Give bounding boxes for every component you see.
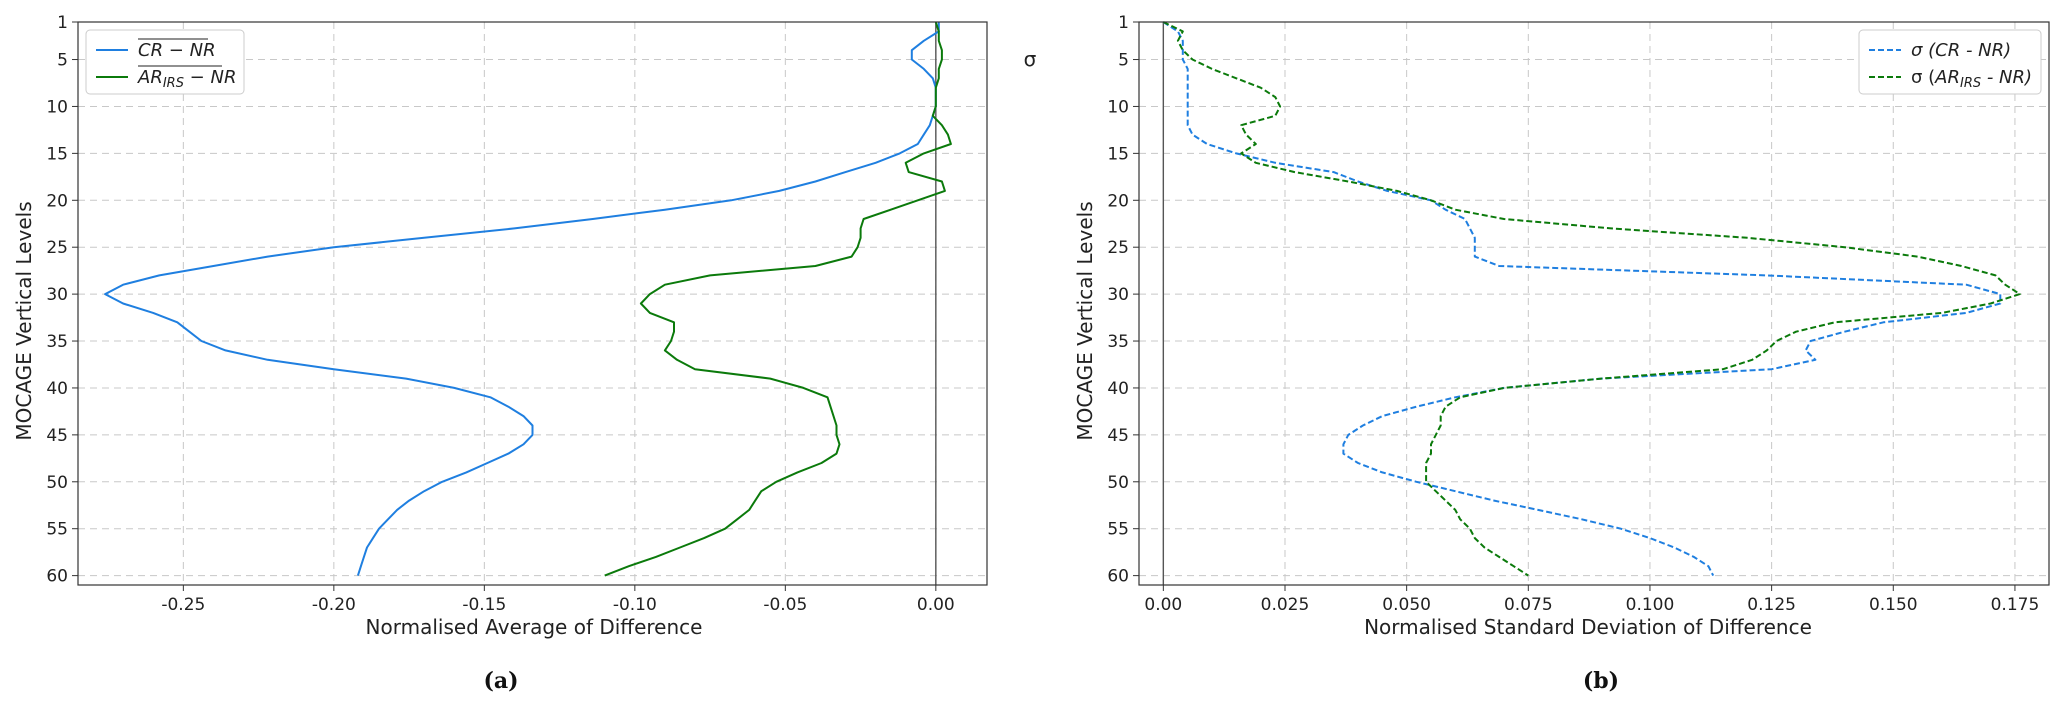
panel-b-y-axis-label: MOCAGE Vertical Levels (1073, 201, 1097, 440)
panel-a-legend-label-2: ARIRS − NR (137, 67, 236, 91)
panel-a-x-tick-label: -0.25 (161, 595, 205, 615)
panel-b-legend: σ (CR - NR) σ (ARIRS - NR) (1858, 29, 2042, 95)
panel-b-plot-frame (1138, 21, 2050, 586)
panel-a-x-tick-label: -0.05 (763, 595, 807, 615)
panel-a-x-axis-label: Normalised Average of Difference (366, 615, 703, 639)
panel-b-y-tick-label: 20 (1107, 191, 1129, 211)
panel-a-y-tick-label: 60 (46, 567, 68, 587)
panel-a-label: (a) (483, 668, 518, 694)
panel-b-legend-box (1858, 29, 2042, 95)
panel-a-y-tick-label: 55 (46, 520, 68, 540)
panel-b-y-tick-label: 45 (1107, 426, 1129, 446)
panel-a-legend-label-1: CR − NR (138, 40, 216, 61)
panel-b-y-tick-label: 1 (1118, 13, 1129, 33)
panel-a-x-tick-label: 0.00 (917, 595, 955, 615)
panel-a-legend: CR − NR ARIRS − NR (85, 29, 245, 95)
sigma-side-symbol: σ (1024, 47, 1037, 71)
panel-b-y-tick-label: 35 (1107, 332, 1129, 352)
panel-b-y-tick-label: 50 (1107, 473, 1129, 493)
panel-a-series-line-2 (604, 21, 952, 577)
panel-a-x-tick-label: -0.20 (312, 595, 356, 615)
panel-b-x-tick-label: 0.175 (1991, 595, 2040, 615)
panel-a-y-tick-label: 40 (46, 379, 68, 399)
panel-b-x-tick-label: 0.00 (1144, 595, 1182, 615)
panel-a-y-tick-label: 35 (46, 332, 68, 352)
panel-a-y-tick-label: 50 (46, 473, 68, 493)
panel-b-x-tick-label: 0.050 (1382, 595, 1431, 615)
panel-a-y-axis-label: MOCAGE Vertical Levels (12, 201, 36, 440)
panel-a-x-tick-label: -0.15 (462, 595, 506, 615)
panel-a-chart: -0.25 -0.20 -0.15 -0.10 -0.05 0.0015101520253… (12, 13, 988, 694)
panel-a-plot-frame (77, 21, 988, 586)
panel-b-y-tick-label: 25 (1107, 238, 1129, 258)
panel-a-y-tick-label: 25 (46, 238, 68, 258)
panel-a-y-tick-label: 10 (46, 97, 68, 117)
panel-a-y-tick-label: 1 (57, 13, 68, 33)
panel-b-series-line-2 (1162, 21, 2021, 577)
panel-b-label: (b) (1583, 668, 1619, 694)
panel-b-series-line-1 (1162, 21, 2002, 577)
panel-b-x-axis-label: Normalised Standard Deviation of Differe… (1364, 615, 1812, 639)
panel-a-y-tick-label: 30 (46, 285, 68, 305)
panel-a-y-tick-label: 20 (46, 191, 68, 211)
panel-b-y-tick-label: 10 (1107, 97, 1129, 117)
panel-a-y-tick-label: 5 (57, 51, 68, 71)
panel-b-legend-label-1: σ (CR - NR) (1911, 40, 2011, 61)
panel-b-y-tick-label: 15 (1107, 144, 1129, 164)
panel-a-y-tick-label: 15 (46, 144, 68, 164)
panel-b-x-tick-label: 0.100 (1626, 595, 1675, 615)
panel-b-y-tick-label: 55 (1107, 520, 1129, 540)
panel-b-chart: 0.00 0.025 0.050 0.075 0.100 0.125 0.150 0.175 1… (1024, 13, 2050, 694)
panel-b-y-tick-label: 60 (1107, 567, 1129, 587)
panel-b-legend-label-2: σ (ARIRS - NR) (1911, 67, 2032, 91)
panel-b-x-tick-label: 0.075 (1504, 595, 1553, 615)
panel-a-x-tick-label: -0.10 (613, 595, 657, 615)
panel-b-y-tick-label: 30 (1107, 285, 1129, 305)
panel-a-y-tick-label: 45 (46, 426, 68, 446)
panel-b-y-tick-label: 40 (1107, 379, 1129, 399)
panel-b-y-tick-label: 5 (1118, 51, 1129, 71)
panel-a-series-line-1 (104, 22, 940, 576)
panel-b-x-tick-label: 0.025 (1261, 595, 1310, 615)
panel-b-x-tick-label: 0.125 (1747, 595, 1796, 615)
panel-b-x-tick-label: 0.150 (1869, 595, 1918, 615)
